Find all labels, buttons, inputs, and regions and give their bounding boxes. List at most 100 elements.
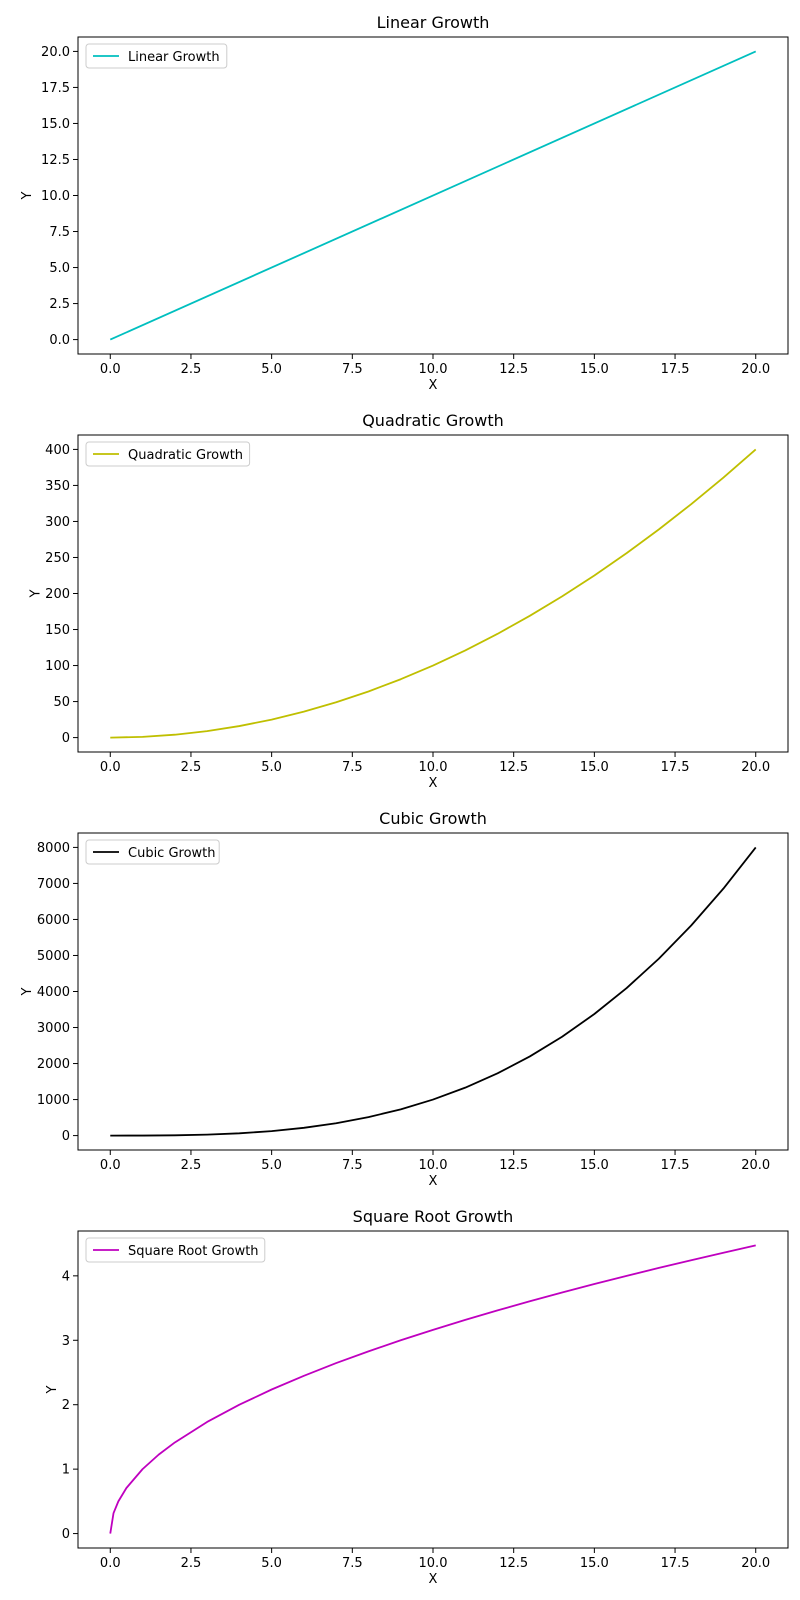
x-axis-label: X (429, 1174, 438, 1189)
chart-title: Quadratic Growth (362, 411, 504, 430)
legend: Square Root Growth (85, 1237, 266, 1263)
y-axis-label: Y (45, 1385, 60, 1394)
legend-label: Cubic Growth (128, 846, 216, 861)
chart-panel-3: Cubic Growth 0.0 2.5 5.0 7.5 10.0 12.5 15.0 17.5… (20, 809, 789, 1189)
y-tick-label: 2.5 (49, 297, 70, 312)
series-line (109, 50, 757, 341)
chart-panel-1: Linear Growth 0.0 2.5 5.0 7.5 10.0 12.5 15.0 17.… (20, 13, 789, 393)
x-tick-label: 2.5 (181, 362, 202, 377)
legend: Cubic Growth (85, 839, 220, 865)
y-tick-label: 4 (62, 1269, 70, 1284)
y-tick-label: 15.0 (41, 117, 70, 132)
x-tick-label: 15.0 (580, 1556, 609, 1571)
y-tick-label: 0 (62, 1129, 70, 1144)
x-tick-label: 17.5 (661, 1556, 690, 1571)
x-tick-label: 5.0 (261, 1556, 282, 1571)
y-axis-label: Y (28, 589, 43, 598)
x-tick-label: 15.0 (580, 362, 609, 377)
y-tick-label: 5000 (37, 949, 70, 964)
x-tick-label: 20.0 (741, 1556, 770, 1571)
y-tick-label: 0.0 (49, 333, 70, 348)
chart-title: Linear Growth (377, 13, 490, 32)
y-tick-label: 7000 (37, 877, 70, 892)
y-tick-label: 0 (62, 1527, 70, 1542)
legend-box (85, 839, 220, 865)
y-tick-label: 8000 (37, 841, 70, 856)
x-tick-label: 10.0 (419, 760, 448, 775)
x-tick-label: 17.5 (661, 1158, 690, 1173)
y-tick-label: 250 (45, 551, 70, 566)
series-line (110, 846, 757, 1137)
chart-title: Square Root Growth (353, 1207, 514, 1226)
x-tick-label: 0.0 (100, 760, 121, 775)
legend: Linear Growth (85, 43, 228, 69)
x-axis-label: X (429, 378, 438, 393)
y-tick-label: 17.5 (41, 81, 70, 96)
y-tick-label: 3000 (37, 1021, 70, 1036)
y-tick-label: 400 (45, 443, 70, 458)
x-tick-label: 15.0 (580, 1158, 609, 1173)
y-tick-label: 6000 (37, 913, 70, 928)
x-tick-label: 20.0 (741, 760, 770, 775)
x-tick-label: 10.0 (419, 1158, 448, 1173)
y-tick-label: 300 (45, 515, 70, 530)
legend-label: Square Root Growth (128, 1244, 259, 1259)
x-tick-label: 5.0 (261, 1158, 282, 1173)
y-tick-label: 0 (62, 731, 70, 746)
chart-title: Cubic Growth (379, 809, 487, 828)
x-axis-label: X (429, 1572, 438, 1587)
y-tick-label: 3 (62, 1334, 70, 1349)
y-axis-label: Y (20, 987, 35, 996)
x-tick-label: 0.0 (100, 1556, 121, 1571)
y-tick-label: 4000 (37, 985, 70, 1000)
x-tick-label: 17.5 (661, 362, 690, 377)
x-tick-label: 12.5 (499, 1158, 528, 1173)
y-tick-label: 50 (53, 695, 70, 710)
plot-frame (77, 1230, 789, 1549)
x-tick-label: 0.0 (100, 362, 121, 377)
y-tick-label: 150 (45, 623, 70, 638)
y-tick-label: 20.0 (41, 45, 70, 60)
y-tick-label: 2 (62, 1398, 70, 1413)
x-tick-label: 10.0 (419, 1556, 448, 1571)
y-tick-label: 12.5 (41, 153, 70, 168)
y-tick-label: 200 (45, 587, 70, 602)
x-tick-label: 2.5 (181, 760, 202, 775)
x-tick-label: 10.0 (419, 362, 448, 377)
x-tick-label: 20.0 (741, 362, 770, 377)
x-tick-label: 17.5 (661, 760, 690, 775)
x-tick-label: 20.0 (741, 1158, 770, 1173)
y-tick-label: 7.5 (49, 225, 70, 240)
x-tick-label: 2.5 (181, 1556, 202, 1571)
x-tick-label: 7.5 (342, 760, 363, 775)
x-tick-label: 7.5 (342, 1158, 363, 1173)
series-line (109, 1244, 756, 1534)
y-tick-label: 1000 (37, 1093, 70, 1108)
plot-frame (77, 434, 789, 753)
x-tick-label: 5.0 (261, 760, 282, 775)
y-tick-label: 350 (45, 479, 70, 494)
x-tick-label: 12.5 (499, 362, 528, 377)
x-tick-label: 15.0 (580, 760, 609, 775)
x-tick-label: 12.5 (499, 1556, 528, 1571)
series-line (110, 448, 757, 739)
y-tick-label: 10.0 (41, 189, 70, 204)
x-tick-label: 2.5 (181, 1158, 202, 1173)
x-tick-label: 7.5 (342, 1556, 363, 1571)
legend-box (85, 441, 251, 467)
x-tick-label: 7.5 (342, 362, 363, 377)
legend-box (85, 1237, 266, 1263)
y-tick-label: 5.0 (49, 261, 70, 276)
x-tick-label: 5.0 (261, 362, 282, 377)
x-axis-label: X (429, 776, 438, 791)
y-tick-label: 100 (45, 659, 70, 674)
y-axis-label: Y (20, 191, 35, 200)
x-tick-label: 12.5 (499, 760, 528, 775)
x-tick-label: 0.0 (100, 1158, 121, 1173)
y-tick-label: 2000 (37, 1057, 70, 1072)
plot-frame (77, 832, 789, 1151)
legend-label: Linear Growth (128, 50, 220, 65)
y-tick-label: 1 (62, 1463, 70, 1478)
chart-panel-2: Quadratic Growth 0.0 2.5 5.0 7.5 10.0 12.5 15.0… (28, 411, 789, 791)
